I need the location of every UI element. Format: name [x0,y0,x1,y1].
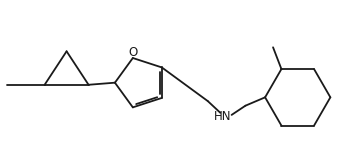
Text: HN: HN [214,111,231,124]
Text: O: O [128,46,137,59]
